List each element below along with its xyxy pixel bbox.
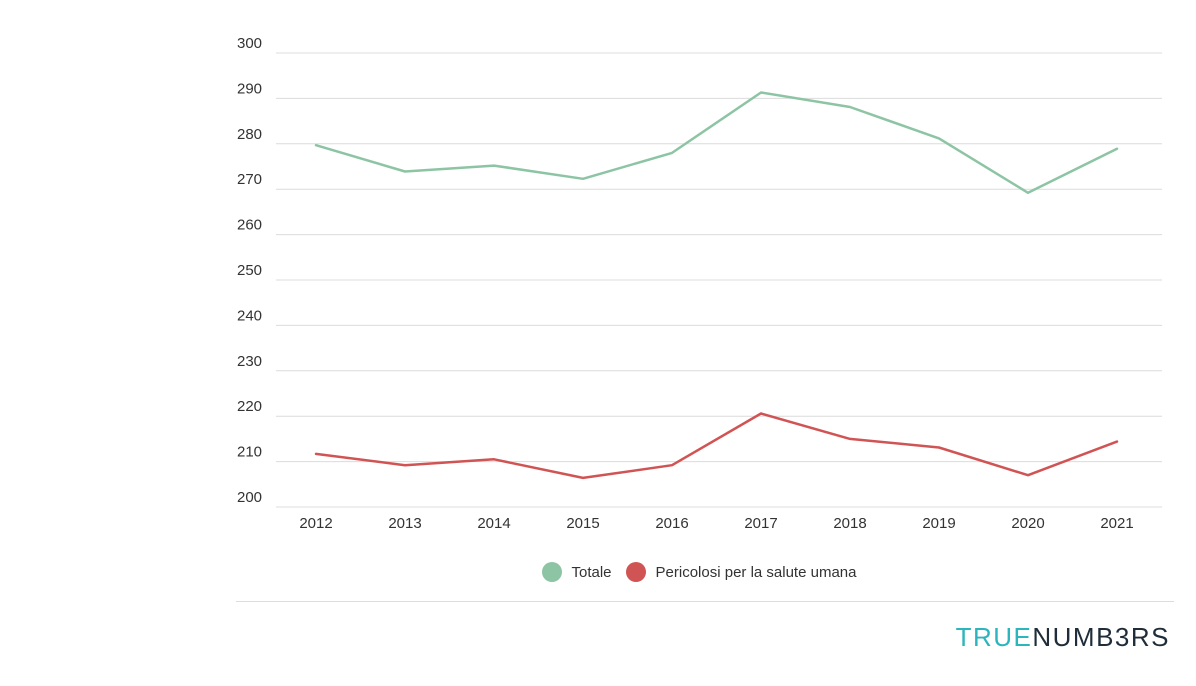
brand-logo[interactable]: TRUENUMB3RS bbox=[956, 622, 1170, 653]
y-tick-label: 300 bbox=[237, 35, 262, 52]
x-tick-label: 2018 bbox=[833, 515, 866, 532]
legend-swatch-totale bbox=[541, 562, 562, 582]
y-tick-label: 250 bbox=[237, 262, 262, 279]
series-line-0[interactable] bbox=[314, 91, 1119, 195]
x-axis-ticks: 2012 2013 2014 2015 2016 2017 2018 2019 2020 2021 bbox=[299, 515, 1133, 532]
x-tick-label: 2016 bbox=[655, 515, 688, 532]
y-tick-label: 270 bbox=[237, 171, 262, 188]
y-tick-label: 240 bbox=[237, 307, 262, 324]
legend: Totale Pericolosi per la salute umana bbox=[236, 562, 1162, 582]
footer-divider bbox=[236, 601, 1174, 602]
x-tick-label: 2021 bbox=[1100, 515, 1133, 532]
y-tick-label: 290 bbox=[237, 80, 262, 97]
x-tick-label: 2020 bbox=[1011, 515, 1044, 532]
legend-item-totale[interactable]: Totale bbox=[541, 562, 612, 582]
x-tick-label: 2015 bbox=[566, 515, 599, 532]
x-tick-label: 2019 bbox=[922, 515, 955, 532]
legend-label-totale: Totale bbox=[571, 563, 612, 581]
series-lines bbox=[314, 91, 1119, 480]
x-tick-label: 2012 bbox=[299, 515, 332, 532]
x-tick-label: 2014 bbox=[477, 515, 510, 532]
y-tick-label: 210 bbox=[237, 444, 262, 461]
x-tick-label: 2017 bbox=[744, 515, 777, 532]
y-tick-label: 260 bbox=[237, 217, 262, 234]
x-tick-label: 2013 bbox=[388, 515, 421, 532]
y-axis-ticks: 200 210 220 230 240 250 260 270 280 290 300 bbox=[237, 35, 262, 506]
brand-logo-part1: TRUE bbox=[955, 622, 1033, 652]
legend-label-pericolosi: Pericolosi per la salute umana bbox=[655, 563, 857, 581]
y-tick-label: 200 bbox=[237, 489, 262, 506]
y-tick-label: 280 bbox=[237, 126, 262, 143]
legend-swatch-pericolosi bbox=[625, 562, 646, 582]
series-line-1[interactable] bbox=[314, 412, 1119, 480]
brand-logo-part2: NUMB3RS bbox=[1032, 622, 1170, 652]
grid-lines bbox=[276, 52, 1162, 508]
legend-item-pericolosi[interactable]: Pericolosi per la salute umana bbox=[625, 562, 857, 582]
y-tick-label: 230 bbox=[237, 353, 262, 370]
y-tick-label: 220 bbox=[237, 398, 262, 415]
